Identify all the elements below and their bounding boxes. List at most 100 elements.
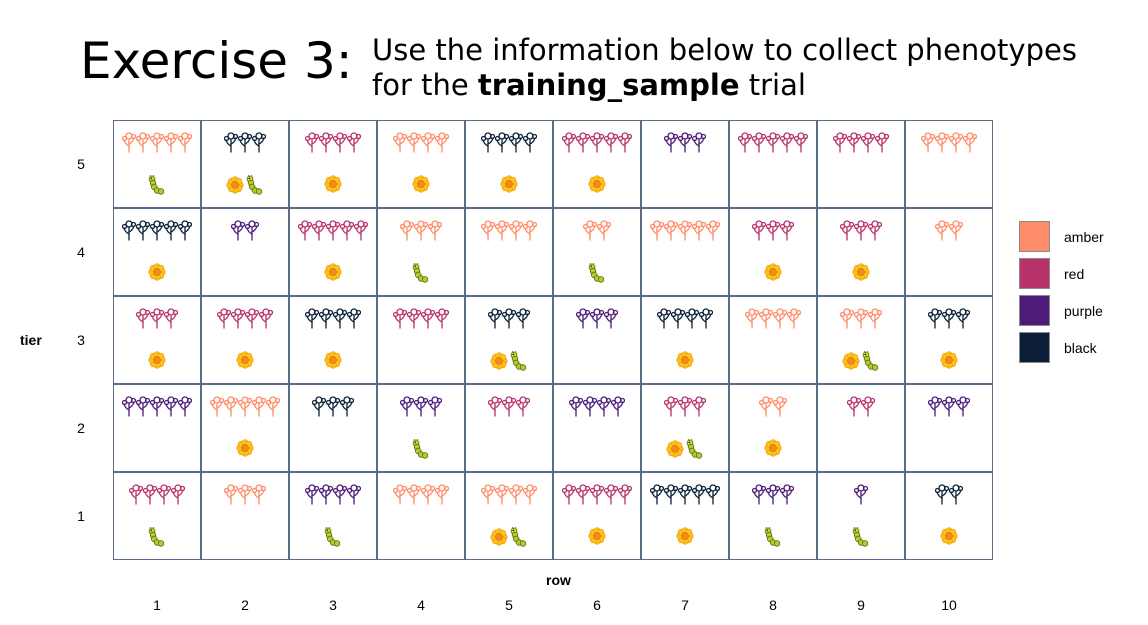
flower-icon bbox=[324, 351, 342, 369]
tier-tick-label: 2 bbox=[77, 420, 85, 436]
plant-icon bbox=[414, 396, 428, 417]
plant-icon bbox=[692, 484, 706, 505]
caterpillar-icon bbox=[412, 263, 429, 283]
plant-group bbox=[730, 219, 816, 249]
plot-tier5-row7 bbox=[641, 120, 729, 208]
plant-icon bbox=[692, 132, 706, 153]
plant-icon bbox=[319, 132, 333, 153]
plot-markers bbox=[378, 175, 464, 199]
plant-group bbox=[378, 395, 464, 425]
plot-markers bbox=[466, 175, 552, 199]
legend-label: amber bbox=[1064, 229, 1104, 245]
plant-icon bbox=[664, 220, 678, 241]
plot-tier4-row5 bbox=[465, 208, 553, 296]
plot-tier4-row8 bbox=[729, 208, 817, 296]
legend-swatch bbox=[1019, 258, 1050, 289]
plant-icon bbox=[576, 132, 590, 153]
plant-icon bbox=[136, 220, 150, 241]
plant-icon bbox=[157, 484, 171, 505]
flower-icon bbox=[852, 263, 870, 281]
plot-markers bbox=[730, 263, 816, 287]
flower-icon bbox=[842, 352, 860, 370]
plant-icon bbox=[136, 308, 150, 329]
plant-icon bbox=[312, 220, 326, 241]
plant-icon bbox=[794, 132, 808, 153]
flower-icon bbox=[236, 439, 254, 457]
plant-group bbox=[554, 307, 640, 337]
plot-markers bbox=[642, 351, 728, 375]
plant-icon bbox=[333, 308, 347, 329]
plant-icon bbox=[523, 484, 537, 505]
plant-group bbox=[466, 483, 552, 513]
plant-icon bbox=[766, 484, 780, 505]
plant-icon bbox=[481, 220, 495, 241]
plant-icon bbox=[164, 396, 178, 417]
plot-markers bbox=[378, 263, 464, 287]
plant-group bbox=[466, 219, 552, 249]
plot-tier2-row4 bbox=[377, 384, 465, 472]
plant-icon bbox=[319, 484, 333, 505]
plant-icon bbox=[164, 220, 178, 241]
tier-tick-label: 1 bbox=[77, 508, 85, 524]
legend-swatch bbox=[1019, 332, 1050, 363]
flower-icon bbox=[676, 351, 694, 369]
plant-icon bbox=[428, 220, 442, 241]
plant-icon bbox=[421, 484, 435, 505]
row-tick-label: 6 bbox=[593, 597, 601, 613]
caterpillar-icon bbox=[510, 351, 527, 371]
plant-group bbox=[466, 395, 552, 425]
plant-icon bbox=[393, 308, 407, 329]
plant-icon bbox=[949, 484, 963, 505]
row-tick-label: 1 bbox=[153, 597, 161, 613]
plot-markers bbox=[114, 175, 200, 199]
plant-group bbox=[466, 307, 552, 337]
instructions-suffix: trial bbox=[739, 68, 806, 102]
caterpillar-icon bbox=[852, 527, 869, 547]
plant-icon bbox=[407, 484, 421, 505]
plot-markers bbox=[642, 527, 728, 551]
plant-icon bbox=[685, 308, 699, 329]
plant-group bbox=[378, 219, 464, 249]
plant-group bbox=[202, 131, 288, 161]
plant-icon bbox=[618, 132, 632, 153]
plant-group bbox=[114, 131, 200, 161]
plant-group bbox=[114, 395, 200, 425]
plot-markers bbox=[906, 351, 992, 375]
plant-icon bbox=[650, 220, 664, 241]
plant-icon bbox=[217, 308, 231, 329]
plant-icon bbox=[847, 396, 861, 417]
row-tick-label: 8 bbox=[769, 597, 777, 613]
flower-icon bbox=[324, 263, 342, 281]
plot-tier1-row6 bbox=[553, 472, 641, 560]
plant-icon bbox=[347, 132, 361, 153]
plot-tier5-row2 bbox=[201, 120, 289, 208]
plant-icon bbox=[435, 308, 449, 329]
plot-tier3-row8 bbox=[729, 296, 817, 384]
plant-group bbox=[202, 395, 288, 425]
caterpillar-icon bbox=[412, 439, 429, 459]
plant-icon bbox=[435, 484, 449, 505]
plant-icon bbox=[210, 396, 224, 417]
plot-tier1-row1 bbox=[113, 472, 201, 560]
plant-icon bbox=[604, 484, 618, 505]
plant-icon bbox=[150, 396, 164, 417]
flower-icon bbox=[764, 263, 782, 281]
row-tick-label: 10 bbox=[941, 597, 957, 613]
plot-tier1-row4 bbox=[377, 472, 465, 560]
plant-icon bbox=[604, 132, 618, 153]
plant-icon bbox=[150, 308, 164, 329]
plant-group bbox=[642, 219, 728, 249]
plant-icon bbox=[414, 220, 428, 241]
plant-icon bbox=[935, 484, 949, 505]
row-tick-label: 7 bbox=[681, 597, 689, 613]
plot-tier3-row3 bbox=[289, 296, 377, 384]
plant-group bbox=[554, 395, 640, 425]
legend-swatch bbox=[1019, 295, 1050, 326]
plant-icon bbox=[509, 220, 523, 241]
tier-tick-label: 5 bbox=[77, 156, 85, 172]
plant-group bbox=[642, 307, 728, 337]
plant-icon bbox=[861, 396, 875, 417]
plant-icon bbox=[347, 484, 361, 505]
plant-group bbox=[730, 307, 816, 337]
plant-group bbox=[114, 307, 200, 337]
